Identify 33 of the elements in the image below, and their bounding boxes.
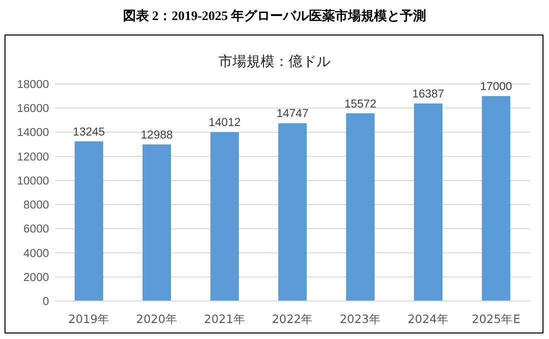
chart-subtitle: 市場規模：億ドル <box>218 54 330 70</box>
chart-title: 図表 2：2019-2025 年グローバル医薬市場規模と予測 <box>122 8 426 23</box>
y-tick-label: 18000 <box>17 79 49 91</box>
bar <box>142 144 172 301</box>
x-tick-label: 2025年E <box>472 312 520 326</box>
data-label: 12988 <box>140 129 173 142</box>
data-label: 17000 <box>480 81 512 94</box>
data-label: 15572 <box>344 98 376 110</box>
y-tick-label: 6000 <box>23 224 49 236</box>
x-tick-label: 2021年 <box>204 312 246 326</box>
x-tick-label: 2024年 <box>408 312 449 326</box>
y-tick-label: 10000 <box>17 175 49 188</box>
data-label: 16387 <box>412 88 444 100</box>
x-tick-label: 2022年 <box>272 312 314 326</box>
data-label: 13245 <box>72 126 105 138</box>
y-tick-label: 2000 <box>23 272 49 284</box>
data-label: 14747 <box>276 108 308 120</box>
bar <box>210 132 239 301</box>
y-tick-label: 0 <box>42 296 49 308</box>
x-tick-label: 2020年 <box>136 312 178 326</box>
bar <box>414 103 442 301</box>
y-tick-label: 8000 <box>23 200 49 212</box>
y-tick-label: 14000 <box>17 127 49 140</box>
data-label: 14012 <box>208 117 241 130</box>
bar <box>482 96 510 301</box>
y-tick-label: 12000 <box>17 151 49 164</box>
x-tick-label: 2019年 <box>68 312 110 326</box>
y-tick-label: 16000 <box>17 103 49 116</box>
bar <box>74 141 104 301</box>
bar <box>278 123 307 301</box>
y-tick-label: 4000 <box>23 248 49 260</box>
x-tick-label: 2023年 <box>340 312 381 326</box>
bar <box>346 113 375 301</box>
